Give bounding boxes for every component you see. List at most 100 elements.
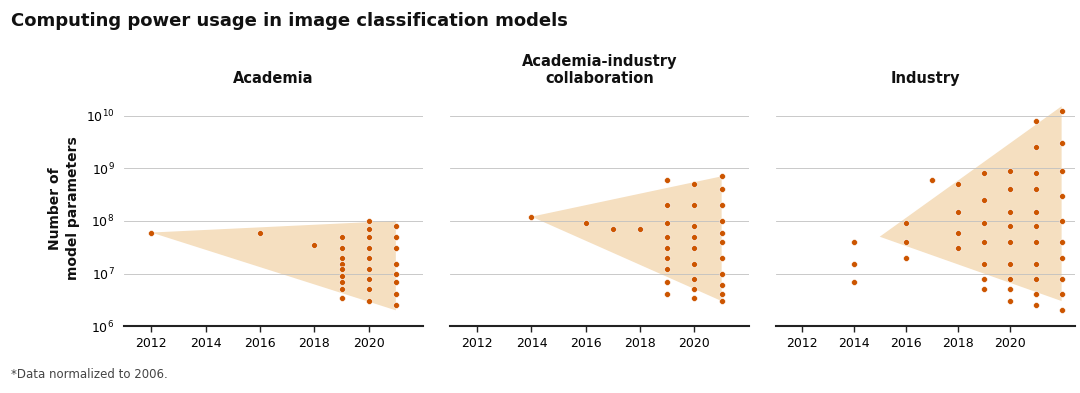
Point xyxy=(360,266,377,272)
Point xyxy=(686,223,703,229)
Point xyxy=(659,279,676,285)
Point xyxy=(659,233,676,240)
Polygon shape xyxy=(880,106,1062,301)
Point xyxy=(659,255,676,261)
Point xyxy=(846,261,863,267)
Point xyxy=(949,245,967,252)
Point xyxy=(713,239,730,245)
Point xyxy=(333,255,350,261)
Point xyxy=(686,294,703,301)
Point xyxy=(975,286,993,292)
Point xyxy=(975,220,993,226)
Point xyxy=(360,226,377,232)
Point xyxy=(252,230,269,236)
Point xyxy=(333,233,350,240)
Y-axis label: Number of
model parameters: Number of model parameters xyxy=(48,136,80,280)
Point xyxy=(1053,255,1070,261)
Point xyxy=(949,181,967,187)
Point xyxy=(388,245,405,252)
Point xyxy=(1027,223,1044,229)
Title: Academia-industry
collaboration: Academia-industry collaboration xyxy=(522,54,677,86)
Point xyxy=(975,239,993,245)
Polygon shape xyxy=(531,176,721,301)
Point xyxy=(523,213,540,220)
Point xyxy=(1027,261,1044,267)
Point xyxy=(1053,193,1070,199)
Point xyxy=(713,230,730,236)
Point xyxy=(975,170,993,176)
Point xyxy=(1027,275,1044,282)
Text: *Data normalized to 2006.: *Data normalized to 2006. xyxy=(11,368,167,381)
Point xyxy=(1053,167,1070,174)
Point xyxy=(686,261,703,267)
Point xyxy=(659,266,676,272)
Text: Computing power usage in image classification models: Computing power usage in image classific… xyxy=(11,12,568,30)
Point xyxy=(1053,140,1070,146)
Point xyxy=(333,245,350,252)
Point xyxy=(659,220,676,226)
Point xyxy=(713,255,730,261)
Point xyxy=(686,286,703,292)
Point xyxy=(713,218,730,224)
Point xyxy=(686,245,703,252)
Point xyxy=(388,223,405,229)
Point xyxy=(577,220,594,226)
Point xyxy=(143,230,160,236)
Point xyxy=(333,294,350,301)
Point xyxy=(713,173,730,180)
Point xyxy=(1053,307,1070,314)
Point xyxy=(388,261,405,267)
Point xyxy=(713,291,730,298)
Point xyxy=(975,275,993,282)
Point xyxy=(1001,261,1018,267)
Point xyxy=(360,275,377,282)
Polygon shape xyxy=(151,221,396,310)
Point xyxy=(686,181,703,187)
Point xyxy=(388,279,405,285)
Point xyxy=(1001,275,1018,282)
Point xyxy=(1001,167,1018,174)
Point xyxy=(1001,298,1018,304)
Point xyxy=(306,242,323,248)
Point xyxy=(659,245,676,252)
Point xyxy=(388,302,405,309)
Point xyxy=(1053,275,1070,282)
Point xyxy=(333,273,350,279)
Point xyxy=(388,233,405,240)
Point xyxy=(897,239,915,245)
Point xyxy=(1027,186,1044,192)
Point xyxy=(1027,239,1044,245)
Point xyxy=(897,220,915,226)
Point xyxy=(1027,170,1044,176)
Point xyxy=(1053,218,1070,224)
Point xyxy=(360,218,377,224)
Point xyxy=(1027,118,1044,124)
Point xyxy=(1053,291,1070,298)
Point xyxy=(1027,144,1044,151)
Point xyxy=(388,291,405,298)
Point xyxy=(659,291,676,298)
Point xyxy=(1001,208,1018,215)
Point xyxy=(1001,223,1018,229)
Point xyxy=(360,298,377,304)
Point xyxy=(713,186,730,192)
Point xyxy=(360,255,377,261)
Point xyxy=(388,270,405,277)
Point xyxy=(713,202,730,208)
Point xyxy=(605,226,622,232)
Point xyxy=(949,230,967,236)
Point xyxy=(1027,208,1044,215)
Point xyxy=(1027,291,1044,298)
Point xyxy=(713,270,730,277)
Point xyxy=(333,266,350,272)
Point xyxy=(713,282,730,288)
Point xyxy=(659,177,676,183)
Point xyxy=(360,233,377,240)
Point xyxy=(949,208,967,215)
Point xyxy=(686,275,703,282)
Point xyxy=(360,286,377,292)
Point xyxy=(632,226,649,232)
Point xyxy=(333,261,350,267)
Title: Industry: Industry xyxy=(890,72,960,86)
Point xyxy=(360,245,377,252)
